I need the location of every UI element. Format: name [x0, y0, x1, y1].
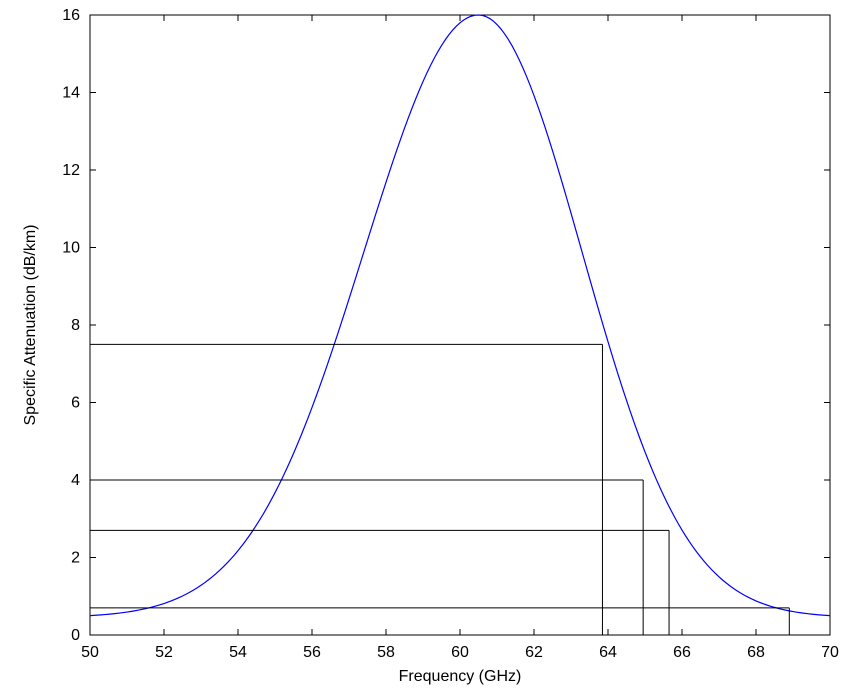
xtick-label: 68 [747, 644, 765, 661]
ytick-label: 4 [71, 472, 80, 489]
xtick-label: 52 [155, 644, 173, 661]
chart-svg: 50525456586062646668700246810121416Frequ… [0, 0, 856, 690]
ytick-label: 0 [71, 627, 80, 644]
xtick-label: 64 [599, 644, 617, 661]
xtick-label: 54 [229, 644, 247, 661]
xtick-label: 70 [821, 644, 839, 661]
y-axis-label: Specific Attenuation (dB/km) [22, 225, 39, 426]
xtick-label: 60 [451, 644, 469, 661]
ytick-label: 14 [62, 85, 80, 102]
ytick-label: 10 [62, 240, 80, 257]
ytick-label: 12 [62, 162, 80, 179]
chart-bg [0, 0, 856, 690]
xtick-label: 50 [81, 644, 99, 661]
xtick-label: 62 [525, 644, 543, 661]
ytick-label: 6 [71, 395, 80, 412]
ytick-label: 16 [62, 7, 80, 24]
xtick-label: 56 [303, 644, 321, 661]
xtick-label: 58 [377, 644, 395, 661]
attenuation-chart: 50525456586062646668700246810121416Frequ… [0, 0, 856, 690]
xtick-label: 66 [673, 644, 691, 661]
x-axis-label: Frequency (GHz) [399, 668, 522, 685]
ytick-label: 8 [71, 317, 80, 334]
ytick-label: 2 [71, 550, 80, 567]
